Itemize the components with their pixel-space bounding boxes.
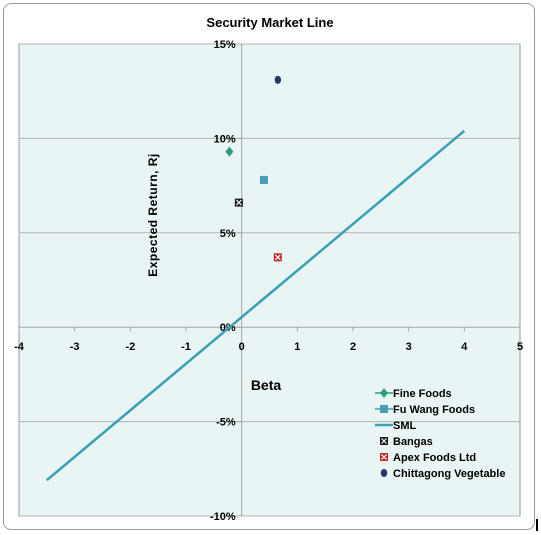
x-tick-label: -2: [125, 341, 135, 353]
marker-cross: [381, 438, 387, 444]
y-tick-label: 15%: [214, 39, 236, 51]
x-tick-label: 4: [461, 341, 468, 353]
chart-title: Security Market Line: [206, 15, 333, 30]
legend-swatch: [380, 437, 388, 445]
x-tick-label: 5: [517, 341, 523, 353]
y-tick-label: 5%: [220, 228, 236, 240]
marker-cross: [381, 454, 387, 460]
legend-entry: Fu Wang Foods: [393, 404, 475, 416]
marker-cross: [235, 199, 242, 206]
x-tick-label: -3: [70, 341, 80, 353]
legend-entry: Fine Foods: [393, 388, 452, 400]
x-tick-label: 0: [239, 341, 245, 353]
plot-area: [18, 43, 521, 517]
legend-swatch: [380, 405, 388, 413]
y-tick-label: 10%: [214, 133, 236, 145]
data-point: [273, 253, 282, 262]
legend-swatch: [380, 469, 388, 477]
data-point: [234, 198, 243, 207]
x-tick-label: 3: [406, 341, 412, 353]
x-tick-label: -4: [14, 341, 25, 353]
x-tick-label: 2: [350, 341, 356, 353]
legend-entry: SML: [393, 420, 417, 432]
legend-entry: Apex Foods Ltd: [393, 452, 476, 464]
data-point: [225, 146, 234, 157]
x-tick-label: 1: [294, 341, 300, 353]
x-axis-title: Beta: [251, 377, 282, 393]
edge-mark: [536, 519, 538, 531]
y-axis-title: Expected Return, Rj: [146, 153, 160, 277]
y-tick-label: -5%: [216, 417, 236, 429]
y-tick-label: -10%: [210, 511, 236, 523]
data-point: [259, 175, 268, 184]
marker-cross: [274, 254, 281, 261]
sml-line: [46, 129, 466, 482]
data-point: [274, 75, 282, 84]
x-tick-label: -1: [181, 341, 191, 353]
legend-swatch: [380, 453, 388, 461]
legend-entry: Bangas: [393, 436, 433, 448]
legend-swatch: [380, 388, 388, 398]
legend-entry: Chittagong Vegetable: [393, 468, 505, 480]
